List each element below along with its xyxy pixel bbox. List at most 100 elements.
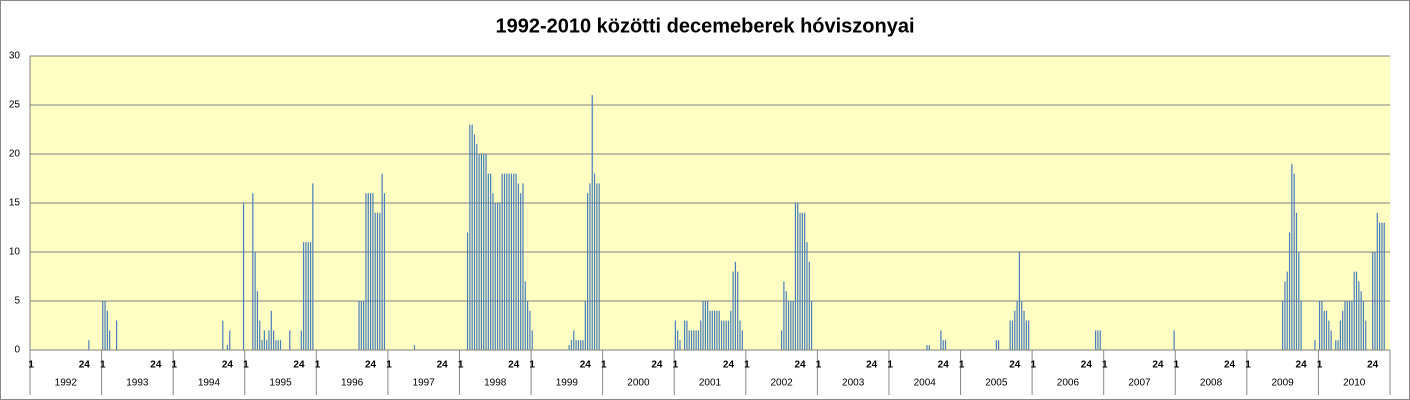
bar: [270, 310, 272, 350]
bar: [501, 173, 503, 350]
bar: [584, 301, 586, 350]
bar: [944, 340, 947, 350]
bar: [593, 173, 596, 350]
year-label: 2007: [1128, 378, 1151, 389]
bar: [372, 193, 374, 350]
bar: [598, 183, 600, 350]
bar: [229, 330, 231, 350]
bar: [1335, 340, 1337, 350]
bar: [1284, 281, 1286, 350]
bar: [1353, 271, 1355, 350]
bar: [490, 173, 492, 350]
bar: [799, 212, 801, 350]
year-label: 1995: [269, 378, 292, 389]
x-tick-label: 24: [1367, 360, 1379, 371]
bar: [266, 340, 268, 350]
bar: [363, 301, 365, 350]
bar: [711, 310, 713, 350]
bar: [1318, 301, 1321, 350]
bar: [485, 154, 487, 350]
bar: [730, 310, 732, 350]
bar: [804, 212, 806, 350]
bar: [1298, 252, 1300, 350]
bar: [508, 173, 510, 350]
bar: [242, 203, 245, 350]
year-label: 2003: [842, 378, 865, 389]
bar: [1018, 252, 1021, 350]
bar: [1099, 330, 1101, 350]
bar: [1342, 310, 1344, 350]
y-tick-label: 10: [9, 247, 21, 258]
x-tick-label: 24: [437, 360, 449, 371]
bar: [582, 340, 584, 350]
bar: [115, 320, 118, 350]
bar: [801, 212, 803, 350]
bar: [697, 330, 700, 350]
x-tick-label: 1: [243, 360, 249, 371]
bar: [732, 271, 734, 350]
bar: [591, 95, 593, 350]
x-tick-label: 1: [386, 360, 392, 371]
bar: [1286, 271, 1288, 350]
bar: [369, 193, 372, 350]
bar: [1358, 281, 1360, 350]
bar: [1330, 330, 1332, 350]
bar: [677, 330, 679, 350]
bar: [1023, 310, 1025, 350]
bar: [1346, 301, 1348, 350]
bar: [737, 271, 739, 350]
bar: [787, 301, 790, 350]
x-tick-label: 24: [222, 360, 234, 371]
year-label: 2000: [627, 378, 650, 389]
bar: [1321, 301, 1323, 350]
bar: [1383, 222, 1385, 350]
x-tick-label: 1: [1174, 360, 1180, 371]
x-tick-label: 24: [866, 360, 878, 371]
year-label: 1997: [413, 378, 436, 389]
bar: [1314, 340, 1316, 350]
bar: [379, 212, 381, 350]
bar: [1339, 320, 1341, 350]
bar: [254, 252, 256, 350]
bar: [575, 340, 577, 350]
bar: [587, 193, 589, 350]
bar: [741, 330, 743, 350]
chart-title: 1992-2010 közötti decemeberek hóviszonya…: [495, 15, 914, 37]
bar: [466, 232, 469, 350]
bar: [702, 301, 704, 350]
x-tick-label: 24: [1009, 360, 1021, 371]
bar: [1293, 173, 1295, 350]
x-tick-label: 24: [794, 360, 806, 371]
bar: [526, 301, 529, 350]
x-tick-label: 24: [365, 360, 377, 371]
bar: [806, 242, 808, 350]
bar: [263, 330, 265, 350]
bar: [515, 173, 517, 350]
bar: [413, 345, 416, 350]
bar: [720, 320, 723, 350]
y-tick-label: 15: [9, 198, 21, 209]
bar: [783, 281, 785, 350]
bar: [940, 330, 942, 350]
bar: [531, 330, 533, 350]
bar: [259, 320, 261, 350]
bar: [383, 193, 386, 350]
bar: [106, 310, 108, 350]
bar: [312, 183, 314, 350]
bar: [577, 340, 579, 350]
bar: [1291, 163, 1293, 350]
y-tick-label: 25: [9, 100, 21, 111]
bar: [734, 261, 736, 350]
bar: [1009, 320, 1011, 350]
year-label: 2010: [1343, 378, 1366, 389]
bar: [487, 173, 489, 350]
bar: [471, 124, 473, 350]
year-label: 1999: [556, 378, 579, 389]
bar: [492, 193, 494, 350]
bar: [104, 301, 106, 350]
bar: [1362, 301, 1365, 350]
bar: [573, 330, 575, 350]
x-tick-label: 24: [293, 360, 305, 371]
bar: [1360, 291, 1362, 350]
x-tick-label: 1: [601, 360, 607, 371]
